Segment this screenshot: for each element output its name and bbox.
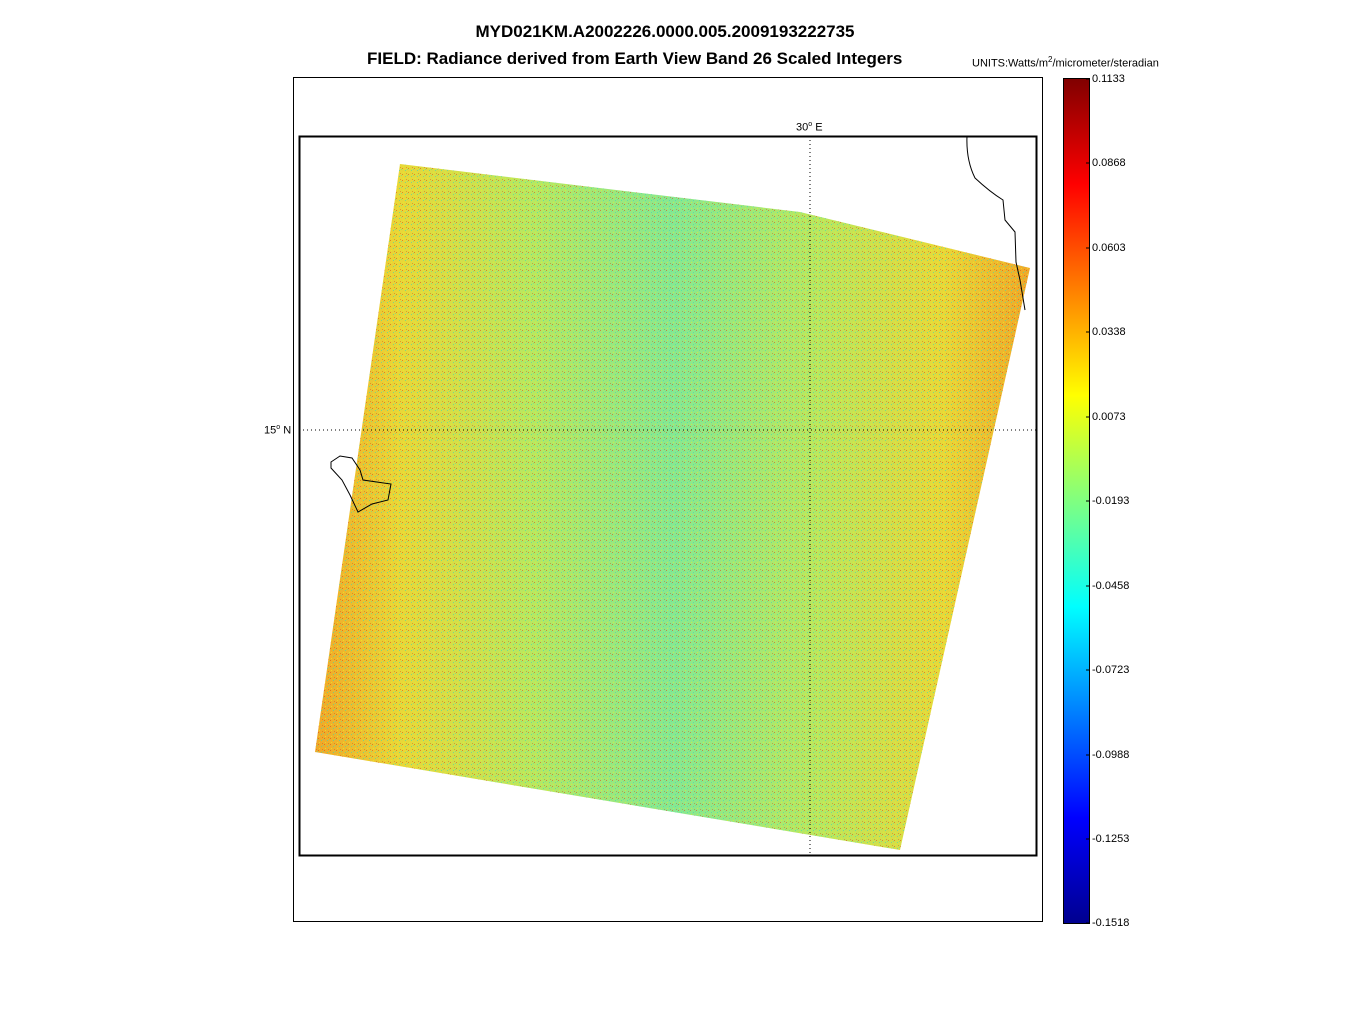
colorbar-tick-label: -0.1253 [1092, 833, 1130, 845]
colorbar [1063, 78, 1090, 924]
coastline-west [330, 455, 392, 513]
lon-label-30e: 30o E [796, 121, 823, 134]
colorbar-tick-label: -0.0723 [1092, 664, 1130, 676]
colorbar-tick-label: -0.1518 [1092, 917, 1130, 929]
colorbar-ticks [1086, 78, 1090, 924]
units-label: UNITS:Watts/m2/micrometer/steradian [972, 55, 1159, 70]
colorbar-tick-label: 0.1133 [1092, 73, 1125, 85]
granule-title: MYD021KM.A2002226.0000.005.2009193222735 [475, 22, 855, 41]
field-title: FIELD: Radiance derived from Earth View … [367, 49, 903, 68]
colorbar-tick-label: 0.0338 [1092, 326, 1126, 338]
colorbar-tick-label: 0.0868 [1092, 157, 1126, 169]
colorbar-tick-label: -0.0458 [1092, 580, 1130, 592]
lat-label-15n: 15o N [264, 424, 292, 437]
coastline-east [966, 135, 1026, 311]
map-frame [298, 135, 1038, 857]
colorbar-tick-label: -0.0193 [1092, 495, 1130, 507]
colorbar-tick-label: 0.0603 [1092, 242, 1126, 254]
axes-box [293, 77, 1043, 922]
colorbar-tick-label: 0.0073 [1092, 411, 1126, 423]
colorbar-tick-label: -0.0988 [1092, 749, 1130, 761]
swath-image [315, 164, 1030, 850]
